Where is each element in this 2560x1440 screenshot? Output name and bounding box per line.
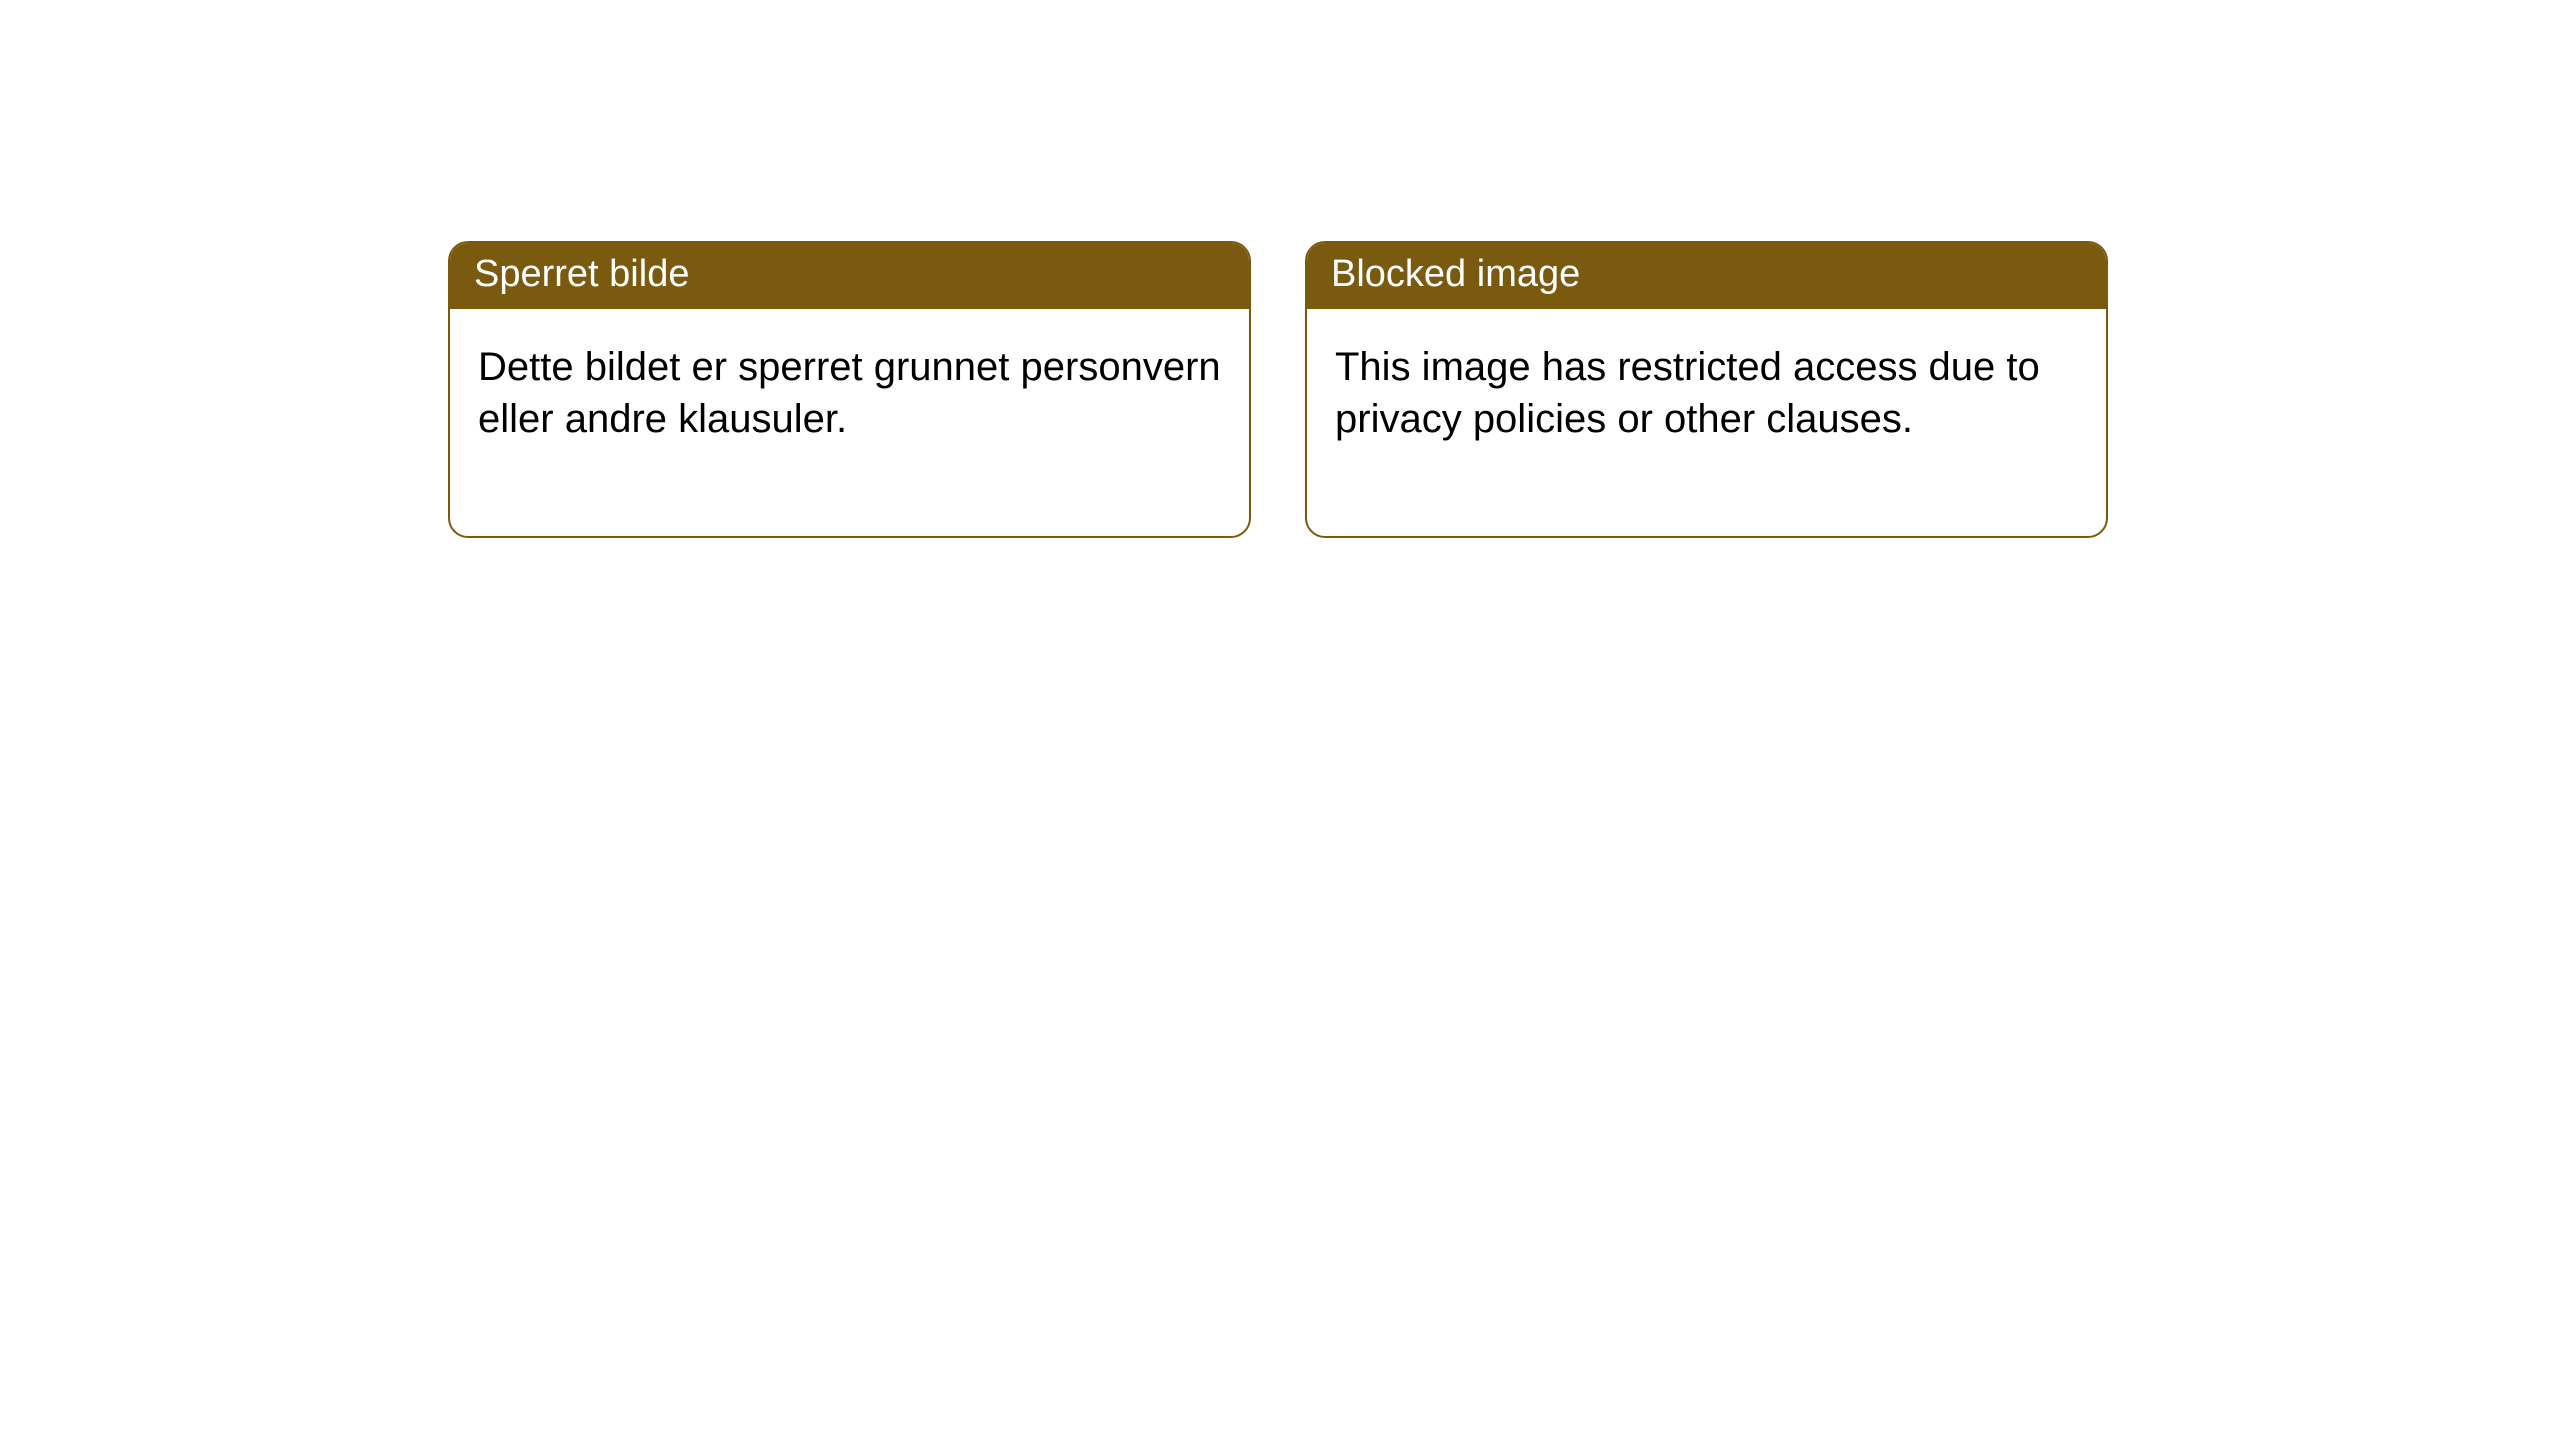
blocked-image-panel-no: Sperret bilde Dette bildet er sperret gr… xyxy=(448,241,1251,538)
panel-body-no: Dette bildet er sperret grunnet personve… xyxy=(450,309,1249,537)
panel-body-en: This image has restricted access due to … xyxy=(1307,309,2106,537)
blocked-image-panel-en: Blocked image This image has restricted … xyxy=(1305,241,2108,538)
notice-panels-container: Sperret bilde Dette bildet er sperret gr… xyxy=(448,241,2560,538)
panel-header-no: Sperret bilde xyxy=(450,243,1249,309)
panel-header-en: Blocked image xyxy=(1307,243,2106,309)
